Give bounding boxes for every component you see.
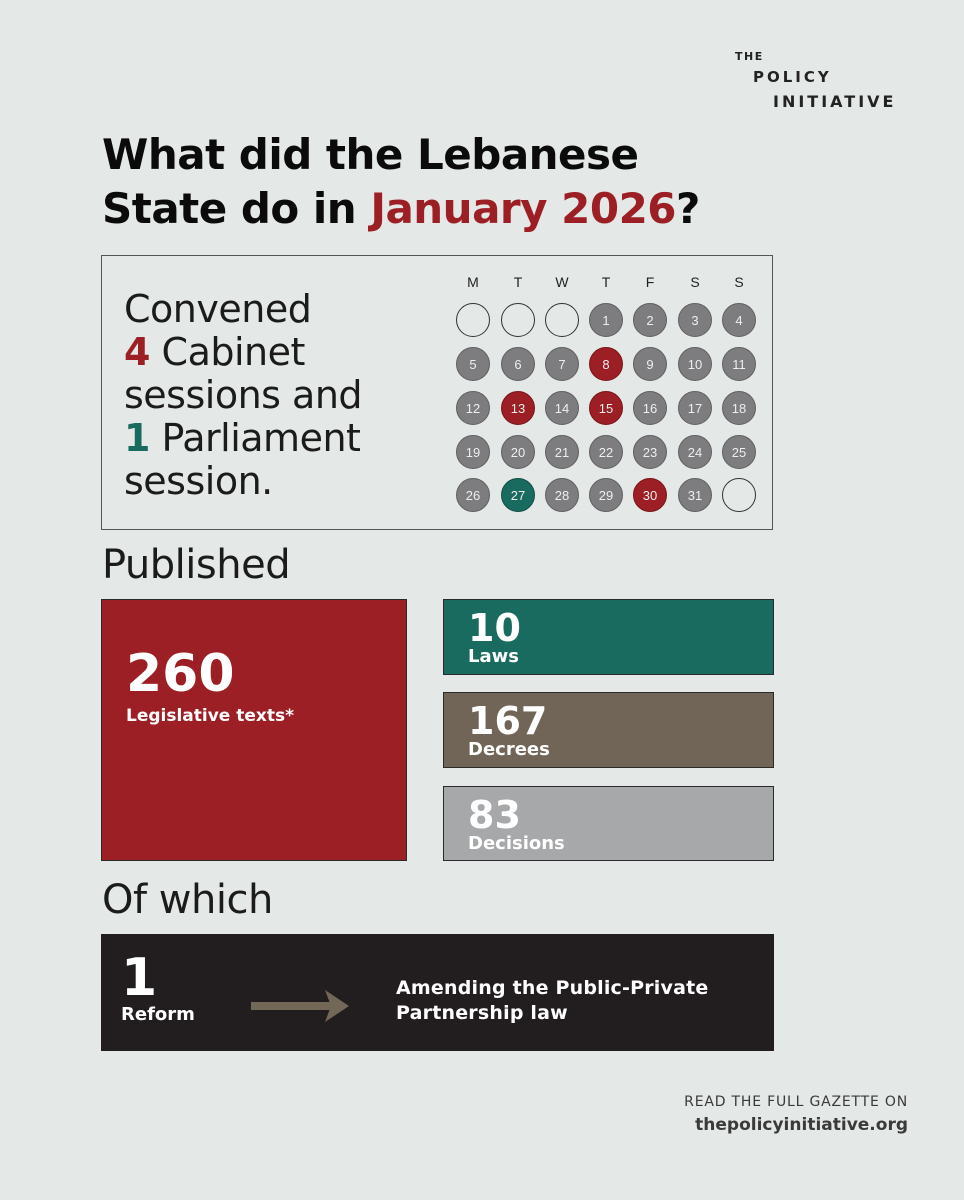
calendar-day: 2 [633, 303, 667, 337]
decisions-label: Decisions [468, 833, 565, 854]
calendar-day: 29 [589, 478, 623, 512]
convened-line: Convened [124, 287, 312, 331]
calendar-empty-day [501, 303, 535, 337]
logo-line-the: THE [735, 50, 764, 63]
total-texts-card: 260 Legislative texts* [101, 599, 407, 861]
calendar-day: 18 [722, 391, 756, 425]
calendar-day: 22 [589, 435, 623, 469]
parliament-text: Parliament [149, 416, 361, 460]
decisions-value: 83 [468, 793, 521, 837]
logo-line-initiative: INITIATIVE [773, 92, 897, 111]
reform-description: Amending the Public-Private Partnership … [396, 976, 766, 1026]
of-which-heading: Of which [102, 877, 273, 923]
total-texts-value: 260 [126, 644, 235, 704]
calendar-day-parliament-session: 27 [501, 478, 535, 512]
weekday-label: T [601, 274, 611, 290]
calendar-empty-day [456, 303, 490, 337]
footer-caption: READ THE FULL GAZETTE ON [684, 1094, 908, 1110]
calendar-day: 1 [589, 303, 623, 337]
calendar-day: 28 [545, 478, 579, 512]
weekday-label: W [555, 274, 569, 290]
laws-card: 10 Laws [443, 599, 774, 675]
cabinet-count: 4 [124, 330, 150, 374]
calendar-day: 17 [678, 391, 712, 425]
calendar-day: 14 [545, 391, 579, 425]
calendar-day: 4 [722, 303, 756, 337]
laws-value: 10 [468, 606, 521, 650]
arrow-right-icon [251, 990, 349, 1022]
logo-line-policy: POLICY [753, 68, 832, 86]
calendar-empty-day [722, 478, 756, 512]
weekday-label: M [467, 274, 479, 290]
parliament-count: 1 [124, 416, 150, 460]
calendar-day-cabinet-session: 15 [589, 391, 623, 425]
title-month-accent: January 2026 [370, 184, 677, 233]
calendar-day: 16 [633, 391, 667, 425]
decrees-label: Decrees [468, 739, 550, 760]
sessions-panel: Convened 4 Cabinet sessions and 1 Parlia… [101, 255, 773, 530]
page-title: What did the Lebanese State do in Januar… [102, 128, 782, 236]
calendar-day: 24 [678, 435, 712, 469]
calendar-day: 31 [678, 478, 712, 512]
calendar-day: 7 [545, 347, 579, 381]
cabinet-text: Cabinet [149, 330, 306, 374]
reform-card: 1 Reform Amending the Public-Private Par… [101, 934, 774, 1051]
laws-label: Laws [468, 646, 519, 667]
weekday-label: S [690, 274, 700, 290]
title-line-1: What did the Lebanese [102, 130, 639, 179]
total-texts-label: Legislative texts* [126, 706, 295, 726]
weekday-label: F [645, 274, 655, 290]
calendar-day: 21 [545, 435, 579, 469]
title-line-2-suffix: ? [676, 184, 700, 233]
reform-description-line-1: Amending the Public-Private [396, 977, 709, 999]
decisions-card: 83 Decisions [443, 786, 774, 861]
calendar-day: 9 [633, 347, 667, 381]
calendar-day: 6 [501, 347, 535, 381]
published-heading: Published [102, 542, 291, 588]
convened-summary: Convened 4 Cabinet sessions and 1 Parlia… [124, 287, 363, 503]
decrees-value: 167 [468, 699, 548, 743]
calendar-day: 19 [456, 435, 490, 469]
sessions-and-line: sessions and [124, 373, 363, 417]
calendar-day: 25 [722, 435, 756, 469]
weekday-label: T [513, 274, 523, 290]
reform-description-line-2: Partnership law [396, 1002, 568, 1024]
calendar-day-cabinet-session: 8 [589, 347, 623, 381]
calendar-day: 26 [456, 478, 490, 512]
calendar-day: 10 [678, 347, 712, 381]
session-line: session. [124, 459, 273, 503]
calendar-empty-day [545, 303, 579, 337]
reform-value: 1 [121, 948, 158, 1008]
calendar-day: 3 [678, 303, 712, 337]
title-line-2-prefix: State do in [102, 184, 371, 233]
weekday-label: S [734, 274, 744, 290]
footer-link[interactable]: thepolicyinitiative.org [695, 1115, 908, 1135]
calendar-day: 11 [722, 347, 756, 381]
calendar-day-cabinet-session: 13 [501, 391, 535, 425]
calendar-day: 23 [633, 435, 667, 469]
calendar-day: 20 [501, 435, 535, 469]
calendar-day-cabinet-session: 30 [633, 478, 667, 512]
decrees-card: 167 Decrees [443, 692, 774, 768]
parliament-line: 1 Parliament [124, 417, 362, 460]
reform-label: Reform [121, 1004, 195, 1025]
calendar-day: 5 [456, 347, 490, 381]
calendar-day: 12 [456, 391, 490, 425]
cabinet-line: 4 Cabinet [124, 331, 362, 374]
